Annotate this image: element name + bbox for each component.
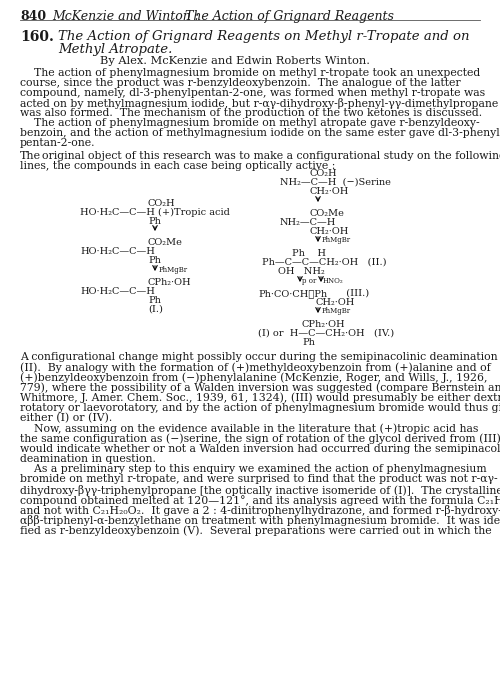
Text: (I.): (I.) xyxy=(148,305,163,314)
Text: CO₂Me: CO₂Me xyxy=(310,209,345,218)
Text: The action of phenylmagnesium bromide on methyl atropate gave r-benzyldeoxy-: The action of phenylmagnesium bromide on… xyxy=(20,118,479,128)
Text: dihydroxy-βγγ-triphenylpropane [the optically inactive isomeride of (I)].  The c: dihydroxy-βγγ-triphenylpropane [the opti… xyxy=(20,485,500,496)
Text: CO₂H: CO₂H xyxy=(148,199,176,208)
Text: (+)benzyldeoxybenzoin from (−)phenylalanine (McKenzie, Roger, and Wills, J., 192: (+)benzyldeoxybenzoin from (−)phenylalan… xyxy=(20,372,487,383)
Text: HO·H₂C—C—H (+)Tropic acid: HO·H₂C—C—H (+)Tropic acid xyxy=(80,208,230,217)
Text: CO₂Me: CO₂Me xyxy=(148,238,183,247)
Text: (II).  By analogy with the formation of (+)methyldeoxybenzoin from (+)alanine an: (II). By analogy with the formation of (… xyxy=(20,362,491,373)
Text: The Action of Grignard Reagents on Methyl r-Tropate and on: The Action of Grignard Reagents on Methy… xyxy=(58,30,470,43)
Text: (I) or  H—C—CH₂·OH   (IV.): (I) or H—C—CH₂·OH (IV.) xyxy=(258,329,394,338)
Text: PhMgBr: PhMgBr xyxy=(159,266,188,274)
Text: The: The xyxy=(20,151,41,161)
Text: Ph—C—C—CH₂·OH   (II.): Ph—C—C—CH₂·OH (II.) xyxy=(262,258,386,267)
Text: Ph·CO·CH〈Ph: Ph·CO·CH〈Ph xyxy=(258,289,327,298)
Text: Now, assuming on the evidence available in the literature that (+)tropic acid ha: Now, assuming on the evidence available … xyxy=(20,424,478,434)
Text: 160.: 160. xyxy=(20,30,54,44)
Text: deamination in question.: deamination in question. xyxy=(20,454,156,464)
Text: NH₂—C—H: NH₂—C—H xyxy=(280,218,336,227)
Text: By Alex. McKenzie and Edwin Roberts Winton.: By Alex. McKenzie and Edwin Roberts Wint… xyxy=(100,56,370,66)
Text: either (I) or (IV).: either (I) or (IV). xyxy=(20,414,112,424)
Text: compound obtained melted at 120—121°, and its analysis agreed with the formula C: compound obtained melted at 120—121°, an… xyxy=(20,495,500,506)
Text: The Action of Grignard Reagents: The Action of Grignard Reagents xyxy=(185,10,394,23)
Text: was also formed.  The mechanism of the production of the two ketones is discusse: was also formed. The mechanism of the pr… xyxy=(20,108,482,118)
Text: 779), where the possibility of a Walden inversion was suggested (compare Bernste: 779), where the possibility of a Walden … xyxy=(20,382,500,393)
Text: Whitmore, J. Amer. Chem. Soc., 1939, 61, 1324), (III) would presumably be either: Whitmore, J. Amer. Chem. Soc., 1939, 61,… xyxy=(20,392,500,403)
Text: CH₂·OH: CH₂·OH xyxy=(310,187,350,196)
Text: CH₂·OH: CH₂·OH xyxy=(316,298,356,307)
Text: CH₂·OH: CH₂·OH xyxy=(310,227,350,236)
Text: HO·H₂C—C—H: HO·H₂C—C—H xyxy=(80,247,155,256)
Text: p or: p or xyxy=(302,277,316,285)
Text: compound, namely, dl-3-phenylpentan-2-one, was formed when methyl r-tropate was: compound, namely, dl-3-phenylpentan-2-on… xyxy=(20,88,485,98)
Text: Methyl Atropate.: Methyl Atropate. xyxy=(58,43,172,56)
Text: The action of phenylmagnesium bromide on methyl r-tropate took an unexpected: The action of phenylmagnesium bromide on… xyxy=(20,68,480,78)
Text: Ph: Ph xyxy=(148,256,161,265)
Text: A configurational change might possibly occur during the semipinacolinic deamina: A configurational change might possibly … xyxy=(20,352,500,362)
Text: McKenzie and Winton :: McKenzie and Winton : xyxy=(52,10,199,23)
Text: Ph: Ph xyxy=(148,296,161,305)
Text: OH   NH₂: OH NH₂ xyxy=(278,267,325,276)
Text: benzoin, and the action of methylmagnesium iodide on the same ester gave dl-3-ph: benzoin, and the action of methylmagnesi… xyxy=(20,128,500,138)
Text: rotatory or laevorotatory, and by the action of phenylmagnesium bromide would th: rotatory or laevorotatory, and by the ac… xyxy=(20,403,500,413)
Text: course, since the product was r-benzyldeoxybenzoin.  The analogue of the latter: course, since the product was r-benzylde… xyxy=(20,78,460,88)
Text: Ph: Ph xyxy=(302,338,315,347)
Text: lines, the compounds in each case being optically active :: lines, the compounds in each case being … xyxy=(20,161,336,171)
Text: bromide on methyl r-tropate, and were surprised to find that the product was not: bromide on methyl r-tropate, and were su… xyxy=(20,475,498,484)
Text: Ph    H: Ph H xyxy=(292,249,326,258)
Text: As a preliminary step to this enquiry we examined the action of phenylmagnesium: As a preliminary step to this enquiry we… xyxy=(20,464,486,474)
Text: original object of this research was to make a configurational study on the foll: original object of this research was to … xyxy=(42,151,500,161)
Text: NH₂—C—H  (−)Serine: NH₂—C—H (−)Serine xyxy=(280,178,391,187)
Text: 840: 840 xyxy=(20,10,46,23)
Text: acted on by methylmagnesium iodide, but r-αγ-dihydroxy-β-phenyl-γγ-dimethylpropa: acted on by methylmagnesium iodide, but … xyxy=(20,98,498,109)
Text: the same configuration as (−)serine, the sign of rotation of the glycol derived : the same configuration as (−)serine, the… xyxy=(20,434,500,444)
Text: PhMgBr: PhMgBr xyxy=(322,236,351,244)
Text: would indicate whether or not a Walden inversion had occurred during the semipin: would indicate whether or not a Walden i… xyxy=(20,444,500,454)
Text: Ph: Ph xyxy=(148,217,161,226)
Text: HNO₂: HNO₂ xyxy=(323,277,344,285)
Text: fied as r-benzyldeoxybenzoin (V).  Several preparations were carried out in whic: fied as r-benzyldeoxybenzoin (V). Severa… xyxy=(20,526,492,536)
Text: and not with C₂₁H₂₀O₂.  It gave a 2 : 4-dinitrophenylhydrazone, and formed r-β-h: and not with C₂₁H₂₀O₂. It gave a 2 : 4-d… xyxy=(20,505,500,516)
Text: HO·H₂C—C—H: HO·H₂C—C—H xyxy=(80,287,155,296)
Text: pentan-2-one.: pentan-2-one. xyxy=(20,138,96,148)
Text: CO₂H: CO₂H xyxy=(310,169,338,178)
Text: CPh₂·OH: CPh₂·OH xyxy=(148,278,192,287)
Text: PhMgBr: PhMgBr xyxy=(322,307,351,315)
Text: αββ-triphenyl-α-benzylethane on treatment with phenylmagnesium bromide.  It was : αββ-triphenyl-α-benzylethane on treatmen… xyxy=(20,515,500,526)
Text: (III.): (III.) xyxy=(340,289,369,298)
Text: CPh₂·OH: CPh₂·OH xyxy=(302,320,346,329)
